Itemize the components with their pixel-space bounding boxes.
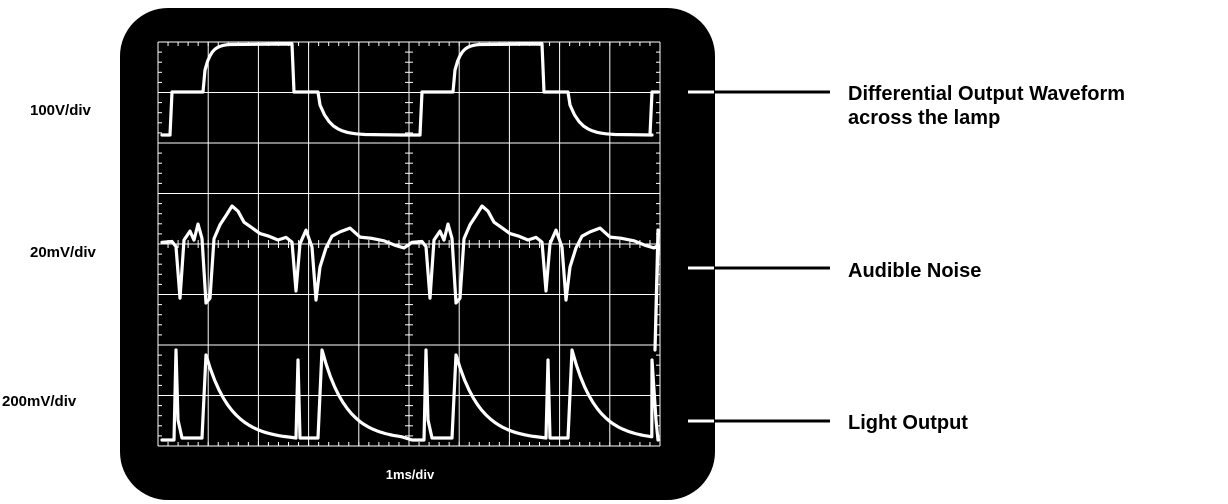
trace-2-scale-label: 20mV/div [30,244,97,261]
trace-3-scale-label: 200mV/div [2,393,77,410]
trace-1-name-line-1: Differential Output Waveform [848,83,1125,105]
label-connectors-inner [688,90,714,423]
trace-1-name-line-2: across the lamp [848,107,1000,129]
waveform-traces [160,42,660,442]
time-base-label: 1ms/div [386,467,435,482]
audible-noise-trace [160,204,660,352]
scope-screen [120,8,715,500]
trace-3-name: Light Output [848,412,968,434]
trace-2-name: Audible Noise [848,260,981,282]
light-output-trace [160,348,660,442]
trace-1-scale-label: 100V/div [30,102,92,119]
differential-output-waveform-trace [160,42,660,137]
